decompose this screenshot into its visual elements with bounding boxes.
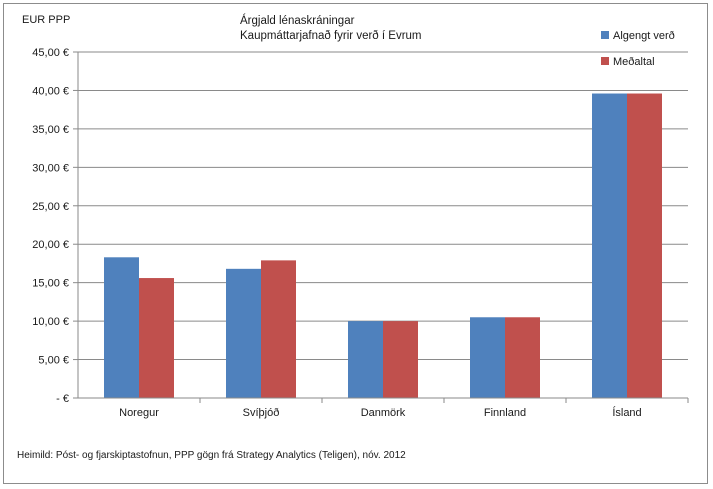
x-tick-label: Finnland (484, 407, 526, 419)
y-tick-label: - € (56, 393, 69, 405)
legend-swatch (601, 31, 609, 39)
bar-algengt-ver--0 (104, 257, 139, 398)
bar-algengt-ver--3 (470, 317, 505, 398)
y-tick-label: 10,00 € (32, 316, 69, 328)
x-tick-label: Danmörk (361, 407, 406, 419)
x-tick-label: Svíþjóð (243, 407, 280, 419)
source-note: Heimild: Póst- og fjarskiptastofnun, PPP… (17, 450, 406, 461)
y-axis: - € 5,00 € 10,00 € 15,00 € 20,00 € 25,00 € 30,… (32, 47, 79, 405)
legend-label: Meðaltal (613, 56, 655, 68)
legend: Algengt verð Meðaltal (601, 30, 675, 68)
y-tick-label: 20,00 € (32, 239, 69, 251)
bars (104, 93, 662, 399)
bar-algengt-ver--4 (592, 93, 627, 399)
bar-me-altal-0 (139, 278, 174, 398)
y-tick-label: 30,00 € (32, 162, 69, 174)
y-tick-label: 45,00 € (32, 47, 69, 59)
x-axis: Noregur Svíþjóð Danmörk Finnland Ísland (78, 397, 689, 419)
legend-swatch (601, 57, 609, 65)
chart-frame (3, 3, 708, 484)
bar-me-altal-4 (627, 93, 662, 399)
y-tick-label: 5,00 € (38, 355, 69, 367)
bar-algengt-ver--1 (226, 268, 261, 398)
x-tick-label: Noregur (119, 407, 159, 419)
bar-me-altal-1 (261, 260, 296, 398)
y-tick-label: 40,00 € (32, 85, 69, 97)
y-tick-label: 15,00 € (32, 278, 69, 290)
bar-me-altal-3 (505, 317, 540, 398)
chart-subtitle: Kaupmáttarjafnað fyrir verð í Evrum (240, 30, 422, 42)
legend-label: Algengt verð (613, 30, 675, 42)
gridlines (78, 51, 688, 361)
bar-algengt-ver--2 (348, 321, 383, 398)
x-tick-label: Ísland (612, 406, 641, 419)
y-tick-label: 35,00 € (32, 124, 69, 136)
bar-me-altal-2 (383, 321, 418, 398)
y-tick-label: 25,00 € (32, 201, 69, 213)
y-axis-label: EUR PPP (22, 14, 70, 26)
chart-title: Árgjald lénaskráningar (240, 14, 355, 27)
